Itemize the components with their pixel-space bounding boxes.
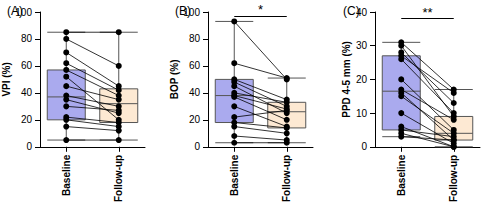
svg-text:60: 60 xyxy=(189,60,201,71)
svg-text:Baseline: Baseline xyxy=(396,154,407,196)
svg-text:(C): (C) xyxy=(343,4,360,18)
svg-text:Baseline: Baseline xyxy=(229,154,240,196)
svg-text:80: 80 xyxy=(189,33,201,44)
svg-text:20: 20 xyxy=(189,114,201,125)
svg-text:PPD 4-5 mm (%): PPD 4-5 mm (%) xyxy=(341,41,352,118)
svg-text:Follow-up: Follow-up xyxy=(113,155,124,202)
svg-text:40: 40 xyxy=(355,6,367,18)
svg-text:40: 40 xyxy=(21,87,33,98)
svg-text:80: 80 xyxy=(21,33,33,44)
svg-text:100: 100 xyxy=(15,6,32,18)
svg-text:20: 20 xyxy=(356,74,368,85)
svg-text:Follow-up: Follow-up xyxy=(281,155,292,202)
svg-text:(B): (B) xyxy=(175,4,191,18)
svg-text:0: 0 xyxy=(26,141,32,152)
svg-text:10: 10 xyxy=(356,108,368,119)
svg-text:60: 60 xyxy=(21,60,33,71)
svg-text:**: ** xyxy=(422,5,432,20)
svg-text:Baseline: Baseline xyxy=(61,154,72,196)
svg-text:100: 100 xyxy=(183,6,200,18)
svg-text:Follow-up: Follow-up xyxy=(448,155,459,202)
svg-text:(A): (A) xyxy=(7,4,23,18)
svg-text:BOP (%): BOP (%) xyxy=(169,59,180,99)
svg-text:*: * xyxy=(258,2,263,17)
svg-text:VPI (%): VPI (%) xyxy=(1,62,12,96)
svg-text:20: 20 xyxy=(21,114,33,125)
svg-text:30: 30 xyxy=(356,40,368,51)
svg-text:40: 40 xyxy=(189,87,201,98)
svg-text:0: 0 xyxy=(361,141,367,152)
svg-text:0: 0 xyxy=(194,141,200,152)
